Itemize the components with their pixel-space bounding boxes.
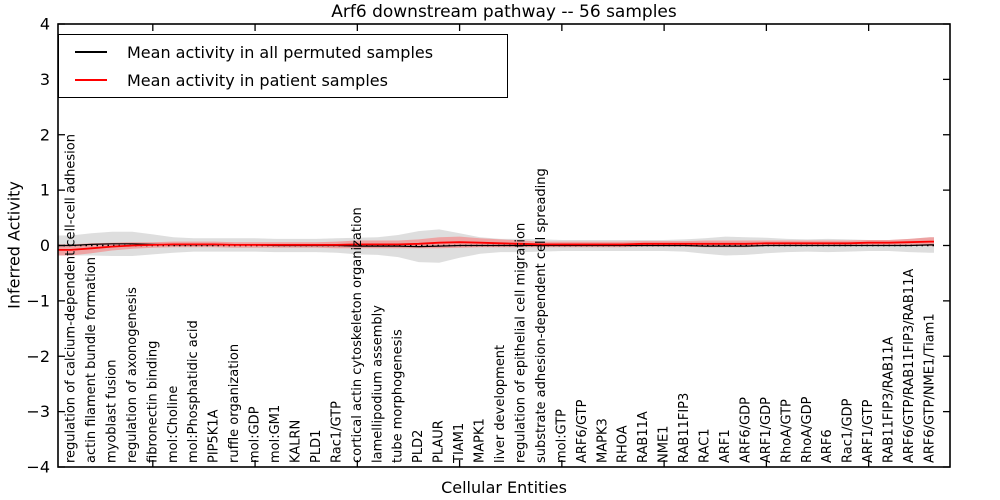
legend: Mean activity in all permuted samples Me… [58, 34, 508, 98]
y-tick-label: −4 [26, 458, 50, 477]
category-label: actin filament bundle formation [84, 257, 99, 463]
y-axis-label: Inferred Activity [4, 181, 24, 309]
category-label: mol:Phosphatidic acid [186, 320, 201, 463]
category-label: substrate adhesion-dependent cell spread… [534, 168, 549, 463]
category-label: regulation of epithelial cell migration [513, 223, 528, 463]
category-label: ARF1/GTP [861, 399, 876, 463]
category-label: RhoA/GDP [800, 396, 815, 463]
category-label: regulation of axonogenesis [125, 287, 140, 463]
y-tick-label: −2 [26, 347, 50, 366]
category-label: Rac1/GTP [329, 401, 344, 463]
category-label: KALRN [288, 420, 303, 463]
category-label: mol:Choline [166, 386, 181, 463]
legend-line-swatch-permuted [75, 51, 107, 53]
category-label: TIAM1 [452, 423, 467, 464]
category-label: mol:GM1 [268, 405, 283, 463]
chart-title: Arf6 downstream pathway -- 56 samples [331, 2, 677, 22]
category-label: myoblast fusion [104, 359, 119, 463]
category-label: PIP5K1A [207, 409, 222, 463]
category-label: PLD2 [411, 430, 426, 463]
category-label: lamellipodium assembly [370, 305, 385, 463]
y-tick-label: 1 [40, 181, 50, 200]
category-label: PLD1 [309, 430, 324, 463]
x-axis-label: Cellular Entities [441, 478, 567, 497]
category-label: RhoA/GTP [779, 399, 794, 463]
category-label: MAPK3 [595, 418, 610, 463]
category-label: ARF1/GDP [759, 397, 774, 463]
category-label: regulation of calcium-dependent cell-cel… [64, 134, 79, 463]
category-label: mol:GTP [554, 409, 569, 463]
category-label: ARF6/GTP [575, 399, 590, 463]
category-label: Rac1/GDP [841, 398, 856, 463]
category-label: PLAUR [432, 420, 447, 463]
category-label: mol:GDP [248, 406, 263, 463]
y-tick-label: 4 [40, 15, 50, 34]
legend-item-patient: Mean activity in patient samples [75, 71, 507, 90]
y-tick-label: 2 [40, 125, 50, 144]
legend-line-swatch-patient [75, 79, 107, 81]
y-tick-label: 0 [40, 236, 50, 255]
legend-label-patient: Mean activity in patient samples [127, 70, 388, 90]
category-label: liver development [493, 345, 508, 463]
y-tick-label: −3 [26, 402, 50, 421]
category-label: RAC1 [698, 428, 713, 463]
category-label: NME1 [657, 426, 672, 463]
category-label: ARF6/GDP [738, 397, 753, 463]
series-line-patient [58, 240, 934, 251]
y-tick-label: −1 [26, 291, 50, 310]
category-label: MAPK1 [473, 418, 488, 463]
legend-label-permuted: Mean activity in all permuted samples [127, 42, 434, 62]
category-label: tube morphogenesis [391, 329, 406, 463]
category-label: ARF6/GTP/RAB11FIP3/RAB11A [902, 269, 917, 463]
category-label: ARF1 [718, 429, 733, 463]
category-label: RAB11A [636, 411, 651, 463]
y-tick-label: 3 [40, 70, 50, 89]
category-label: RAB11FIP3 [677, 393, 692, 463]
category-label: ARF6 [820, 429, 835, 463]
category-label: RAB11FIP3/RAB11A [882, 336, 897, 463]
category-label: fibronectin binding [145, 341, 160, 463]
category-label: ruffle organization [227, 344, 242, 463]
category-label: cortical actin cytoskeleton organization [350, 207, 365, 463]
category-label: ARF6/GTP/NME1/Tiam1 [923, 313, 938, 463]
category-label: RHOA [616, 425, 631, 463]
legend-item-permuted: Mean activity in all permuted samples [75, 43, 507, 62]
